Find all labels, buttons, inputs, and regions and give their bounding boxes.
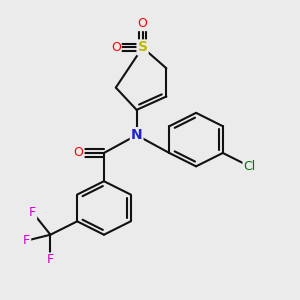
Text: O: O [111, 41, 121, 54]
Text: F: F [29, 206, 36, 219]
Text: F: F [47, 254, 54, 266]
Text: F: F [23, 234, 30, 247]
Text: O: O [138, 17, 148, 30]
Text: S: S [138, 40, 148, 55]
Text: N: N [131, 128, 142, 142]
Text: O: O [74, 146, 84, 160]
Text: Cl: Cl [243, 160, 256, 173]
